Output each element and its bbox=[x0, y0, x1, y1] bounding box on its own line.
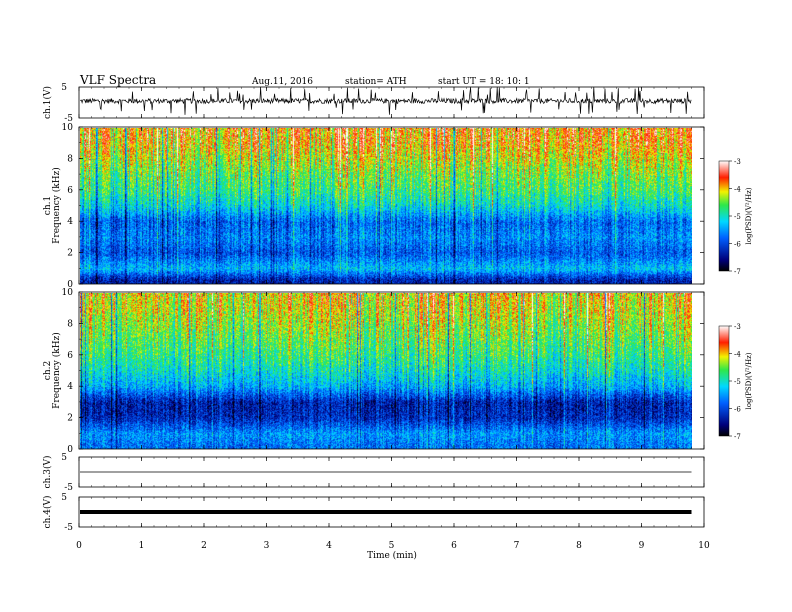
time-axis: 0 1 2 3 4 5 6 7 8 9 10 bbox=[76, 541, 710, 551]
y-tick-label: 4 bbox=[67, 217, 73, 227]
station-label: station= ATH bbox=[345, 77, 407, 87]
y-tick-label: 10 bbox=[62, 288, 74, 298]
y-axis-label: Frequency (kHz) bbox=[51, 332, 62, 409]
x-tick-label: 4 bbox=[326, 541, 332, 551]
colorbar-label: log(PSD)(V²/Hz) bbox=[745, 187, 753, 244]
colorbar-tick-label: -4 bbox=[734, 186, 741, 194]
ch1-colorbar-gradient bbox=[718, 160, 730, 272]
colorbar-tick-label: -5 bbox=[734, 378, 741, 386]
x-tick-label: 7 bbox=[514, 541, 520, 551]
x-axis-label: Time (min) bbox=[367, 550, 417, 561]
y-tick-label: 0 bbox=[67, 445, 73, 455]
colorbar-tick-label: -4 bbox=[734, 351, 741, 359]
y-tick-label: 8 bbox=[67, 319, 73, 329]
date-label: Aug.11, 2016 bbox=[251, 77, 313, 87]
y-tick-label: 4 bbox=[67, 382, 73, 392]
start-ut-label: start UT = 18: 10: 1 bbox=[438, 77, 530, 87]
y-tick-label: -5 bbox=[64, 483, 73, 493]
colorbar-tick-label: -5 bbox=[734, 213, 741, 221]
spectrogram-image bbox=[80, 293, 692, 449]
x-tick-label: 3 bbox=[264, 541, 270, 551]
y-tick-label: 10 bbox=[62, 123, 74, 133]
ch2-colorbar-gradient bbox=[718, 325, 730, 437]
colorbar-tick-label: -3 bbox=[734, 158, 741, 166]
colorbar-tick-label: -7 bbox=[734, 268, 741, 276]
figure-title: VLF Spectra bbox=[79, 73, 156, 87]
x-tick-label: 6 bbox=[451, 541, 457, 551]
y-tick-label: 2 bbox=[67, 414, 73, 424]
y-tick-label: 6 bbox=[67, 186, 73, 196]
spectrogram-canvas bbox=[80, 293, 692, 449]
ch1-trace bbox=[79, 86, 692, 115]
colorbar-tick-label: -6 bbox=[734, 406, 741, 414]
ch2-spectrogram-panel: 0 2 4 6 8 10 ch.2 Frequency (kHz) bbox=[43, 288, 705, 455]
y-tick-label: 5 bbox=[61, 83, 67, 93]
y-tick-label: -5 bbox=[64, 523, 73, 533]
y-tick-label: 6 bbox=[67, 351, 73, 361]
colorbar-tick-label: -3 bbox=[734, 323, 741, 331]
x-tick-label: 5 bbox=[389, 541, 395, 551]
spectrogram-canvas bbox=[80, 128, 692, 284]
x-tick-label: 9 bbox=[639, 541, 645, 551]
y-axis-label: ch.1(V) bbox=[42, 86, 53, 119]
ch2-colorbar: -3 -4 -5 -6 -7 log(PSD)(V²/Hz) bbox=[718, 323, 753, 441]
ch1-colorbar: -3 -4 -5 -6 -7 log(PSD)(V²/Hz) bbox=[718, 158, 753, 276]
y-axis-label: ch.2 bbox=[43, 361, 53, 380]
ch1-waveform-panel: 5 -5 ch.1(V) bbox=[42, 83, 705, 124]
ch3-waveform-panel: 5 -5 ch.3(V) bbox=[42, 453, 705, 493]
x-tick-label: 2 bbox=[201, 541, 207, 551]
x-tick-label: 0 bbox=[76, 541, 82, 551]
colorbar-tick-label: -6 bbox=[734, 241, 741, 249]
spectrogram-image bbox=[80, 128, 692, 284]
y-axis-label: ch.3(V) bbox=[42, 456, 53, 489]
x-tick-label: 1 bbox=[139, 541, 145, 551]
y-tick-label: 5 bbox=[61, 453, 67, 463]
y-tick-label: -5 bbox=[64, 114, 73, 124]
ch1-spectrogram-panel: 0 2 4 6 8 10 ch.1 Frequency (kHz) bbox=[43, 123, 705, 290]
y-axis-label: ch.1 bbox=[43, 196, 53, 215]
y-tick-label: 8 bbox=[67, 154, 73, 164]
y-tick-label: 0 bbox=[67, 280, 73, 290]
y-axis-label: Frequency (kHz) bbox=[51, 167, 62, 244]
y-tick-label: 2 bbox=[67, 249, 73, 259]
y-tick-label: 5 bbox=[61, 493, 67, 503]
colorbar-label: log(PSD)(V²/Hz) bbox=[745, 352, 753, 409]
colorbar-tick-label: -7 bbox=[734, 433, 741, 441]
x-tick-label: 8 bbox=[576, 541, 582, 551]
x-tick-label: 10 bbox=[698, 541, 710, 551]
ch4-waveform-panel: 5 -5 ch.4(V) bbox=[42, 493, 705, 533]
y-axis-label: ch.4(V) bbox=[42, 496, 53, 529]
